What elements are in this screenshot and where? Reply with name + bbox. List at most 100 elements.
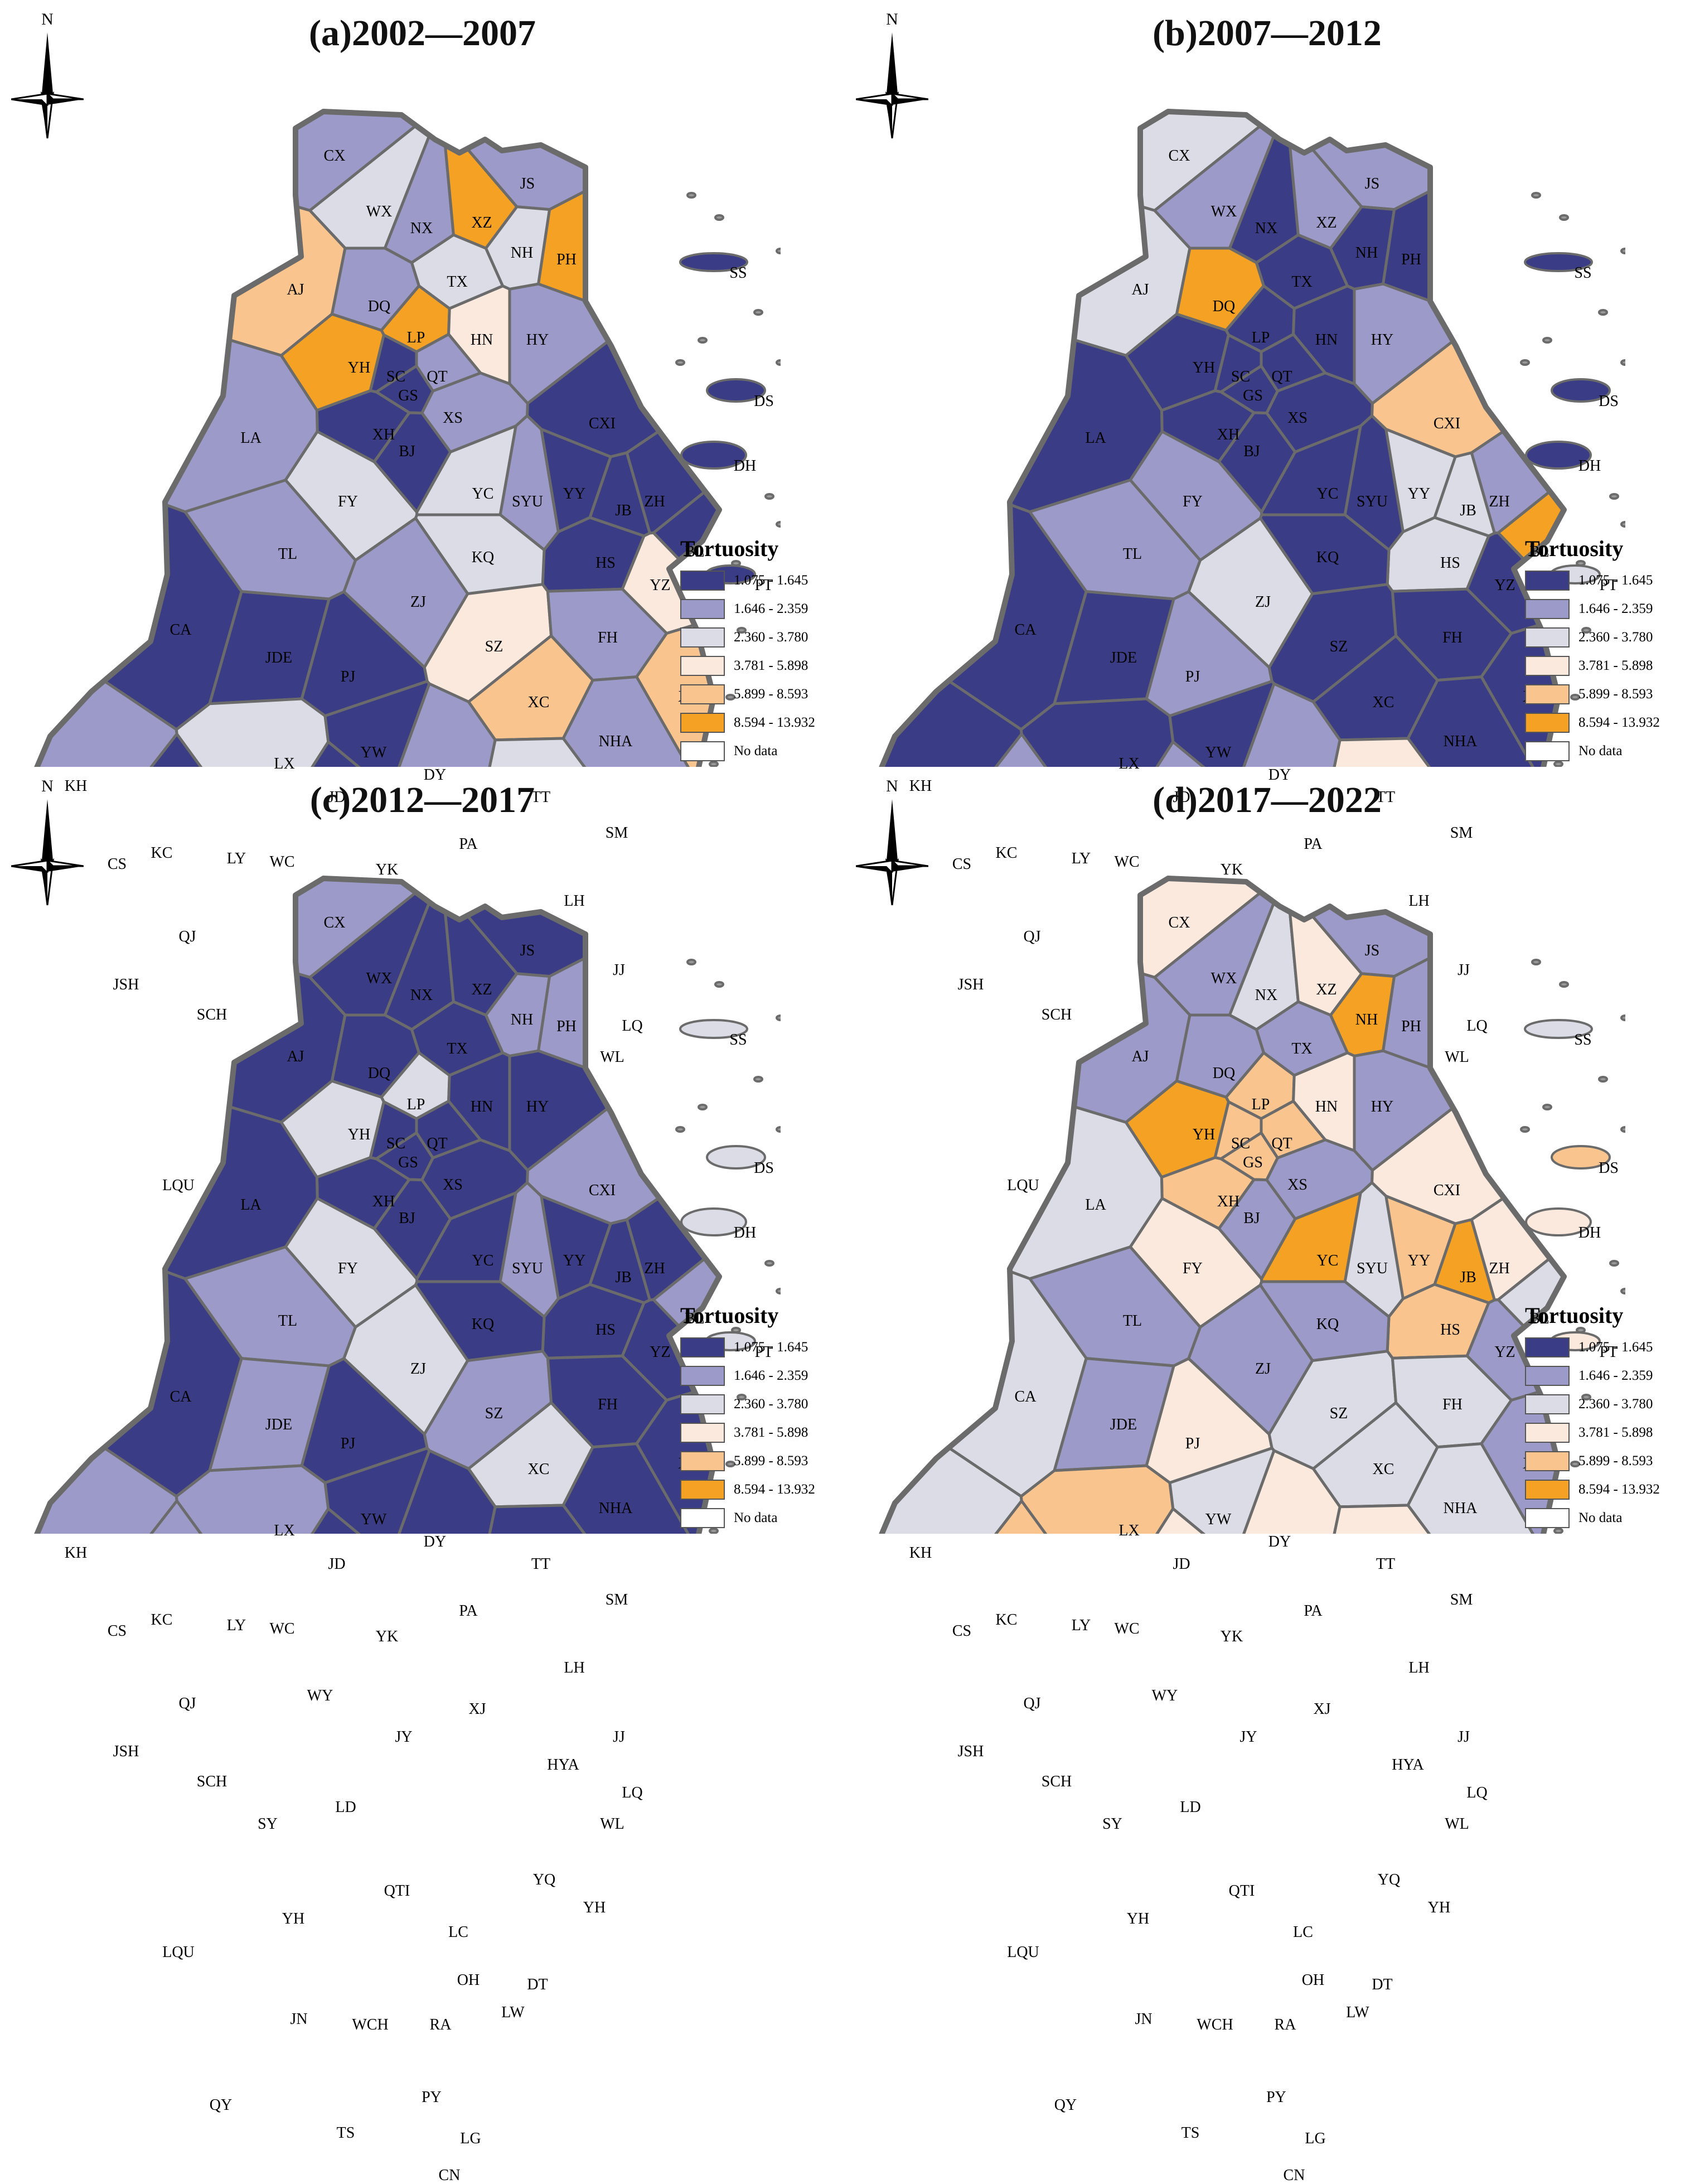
county-label: YK xyxy=(375,861,399,878)
legend-label: No data xyxy=(734,1510,778,1525)
legend-swatch xyxy=(680,627,725,648)
island-speck xyxy=(1542,1104,1552,1110)
county-label: SZ xyxy=(1329,638,1348,655)
county-ss xyxy=(679,1019,748,1039)
county-label: JS xyxy=(1364,175,1380,192)
island-speck xyxy=(1598,1076,1608,1083)
county-label: TT xyxy=(1376,1555,1396,1573)
county-label: SC xyxy=(1231,1135,1251,1152)
county-label: YH xyxy=(1427,1899,1451,1916)
legend-label: 5.899 - 8.593 xyxy=(734,686,808,702)
county-label: HS xyxy=(595,1321,616,1339)
legend-label: 2.360 - 3.780 xyxy=(734,629,808,645)
county-label: CA xyxy=(170,1388,192,1405)
county-label: LX xyxy=(1118,1522,1140,1539)
county-dh xyxy=(1525,1207,1592,1236)
county-label: CX xyxy=(323,914,346,931)
county-label: KH xyxy=(909,777,932,795)
county-label: LW xyxy=(1346,2004,1369,2021)
county-label: SM xyxy=(605,1591,628,1608)
county-label: CS xyxy=(107,1622,127,1640)
legend-item: 5.899 - 8.593 xyxy=(1525,680,1687,708)
county-label: SS xyxy=(729,1031,747,1048)
north-arrow-icon: N xyxy=(11,10,84,144)
county-label: HN xyxy=(1315,331,1338,349)
county-label: SZ xyxy=(1329,1405,1348,1422)
province-outline xyxy=(34,876,722,1534)
county-label: DH xyxy=(733,457,757,475)
county-tt xyxy=(485,1504,593,1534)
county-label: KQ xyxy=(1316,1316,1339,1333)
county-label: WX xyxy=(1210,970,1237,987)
county-label: NH xyxy=(510,244,534,262)
county-yw xyxy=(1168,680,1276,767)
county-label: SS xyxy=(729,264,747,282)
county-ds xyxy=(1551,378,1611,403)
county-tt xyxy=(1330,737,1438,767)
county-label: KC xyxy=(151,1611,173,1629)
legend-swatch xyxy=(680,1507,725,1528)
county-label: LX xyxy=(274,755,295,772)
county-label: PJ xyxy=(1185,668,1200,685)
county-label: JD xyxy=(1173,1555,1190,1573)
county-label: GS xyxy=(1243,387,1263,404)
island-speck xyxy=(1581,627,1591,634)
legend-item: No data xyxy=(680,1504,842,1532)
island-speck xyxy=(1570,1461,1580,1467)
county-label: SCH xyxy=(196,1773,227,1790)
legend-swatch xyxy=(1525,627,1570,648)
county-label: SZ xyxy=(485,638,503,655)
county-label: WL xyxy=(1445,1815,1469,1833)
panel-title: (d)2017—2022 xyxy=(1153,780,1382,820)
legend-label: No data xyxy=(734,743,778,758)
county-label: WC xyxy=(269,1620,295,1637)
county-label: TX xyxy=(1291,1040,1313,1057)
island-speck xyxy=(764,1260,774,1267)
county-dh xyxy=(680,1207,747,1236)
legend-item: 1.075 - 1.645 xyxy=(680,566,842,595)
county-label: CX xyxy=(1168,914,1190,931)
county-label: BJ xyxy=(399,1210,415,1227)
county-label: QJ xyxy=(1023,1695,1041,1712)
county-label: YY xyxy=(563,1252,586,1269)
legend-item: 3.781 - 5.898 xyxy=(680,651,842,680)
county-label: KQ xyxy=(1316,549,1339,566)
legend-label: 8.594 - 13.932 xyxy=(734,1481,815,1497)
legend-swatch xyxy=(680,655,725,676)
county-label: QJ xyxy=(178,1695,196,1712)
county-label: YW xyxy=(360,1511,387,1528)
county-dy xyxy=(388,1449,497,1534)
county-ph xyxy=(1382,878,1564,1088)
county-label: CXI xyxy=(1433,1182,1461,1199)
island-speck xyxy=(776,359,781,366)
county-label: HY xyxy=(526,331,549,349)
county-label: YC xyxy=(472,485,494,502)
county-label: BL xyxy=(1529,543,1549,561)
legend: Tortuosity 1.075 - 1.645 1.646 - 2.359 2.36… xyxy=(1525,535,1687,765)
county-label: JDE xyxy=(1110,1416,1137,1433)
island-speck xyxy=(1553,761,1563,767)
county-label: YQ xyxy=(1377,1871,1401,1888)
legend-label: 2.360 - 3.780 xyxy=(1578,1396,1653,1412)
county-label: WX xyxy=(1210,203,1237,220)
legend-swatch xyxy=(680,1365,725,1386)
county-label: DH xyxy=(1578,457,1601,475)
county-label: LY xyxy=(226,1617,246,1634)
county-label: JSH xyxy=(957,1743,984,1760)
county-label: BL xyxy=(685,1310,705,1327)
county-label: NHA xyxy=(598,733,633,750)
county-label: LQU xyxy=(1007,1177,1039,1194)
county-label: TT xyxy=(531,1555,551,1573)
county-label: TX xyxy=(1291,273,1313,291)
county-label: CN xyxy=(438,2167,461,2184)
legend-item: 1.646 - 2.359 xyxy=(680,595,842,623)
legend-swatch xyxy=(680,712,725,733)
county-label: KH xyxy=(64,777,88,795)
county-label: BL xyxy=(1529,1310,1549,1327)
county-label: DT xyxy=(1372,1976,1393,1993)
legend-swatch xyxy=(680,1451,725,1471)
county-label: YH xyxy=(1192,359,1216,376)
county-label: LC xyxy=(448,1924,468,1941)
north-arrow-icon: N xyxy=(855,10,929,144)
county-label: CA xyxy=(170,621,192,639)
